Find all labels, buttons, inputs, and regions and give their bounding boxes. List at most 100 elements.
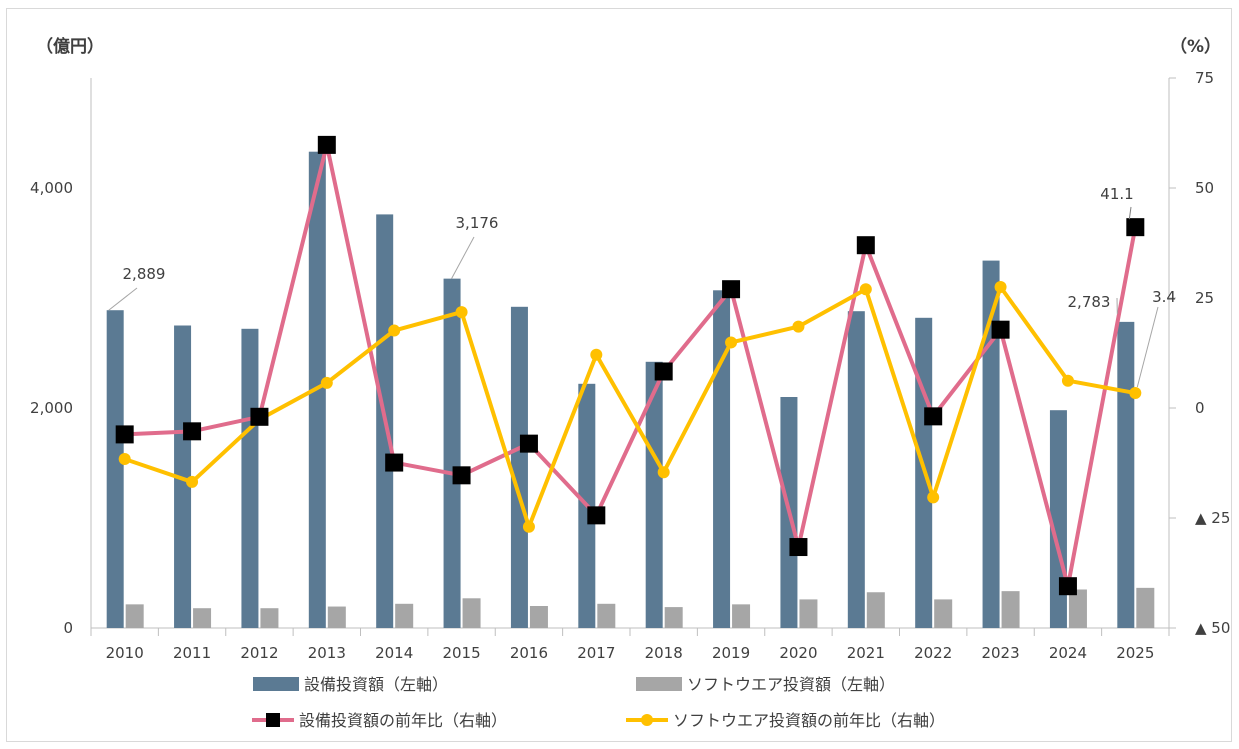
right-axis-tick-label: 50	[1195, 179, 1214, 197]
right-axis-tick-label: ▲ 25	[1195, 509, 1230, 527]
data-label-leader	[1136, 306, 1159, 388]
x-axis-tick-label: 2022	[914, 644, 952, 662]
software-yoy-point	[388, 324, 401, 337]
x-axis-tick-label: 2016	[510, 644, 548, 662]
data-label-leader	[451, 236, 475, 279]
capex-yoy-point	[654, 362, 673, 381]
data-label: 2,889	[123, 265, 166, 283]
data-label-leader	[1128, 206, 1132, 220]
software-bar	[799, 599, 818, 628]
software-yoy-point	[590, 348, 603, 361]
software-bar	[395, 603, 414, 628]
software-bar	[462, 598, 481, 628]
data-label: 3,176	[456, 214, 499, 232]
data-label-leader	[108, 287, 138, 311]
capex-yoy-point	[924, 407, 943, 426]
capex-yoy-point	[452, 466, 471, 485]
software-bar	[1068, 589, 1087, 628]
capex-yoy-point	[722, 280, 741, 299]
left-axis-tick-label: 0	[63, 619, 73, 637]
legend-swatch	[253, 677, 299, 691]
legend-marker	[266, 713, 280, 727]
software-bar	[193, 608, 212, 628]
capex-yoy-point	[1126, 218, 1145, 237]
capex-yoy-point	[519, 434, 538, 453]
software-yoy-point	[1129, 387, 1142, 400]
software-yoy-point	[927, 491, 940, 504]
x-axis-tick-label: 2017	[577, 644, 615, 662]
software-bar	[1136, 587, 1155, 628]
software-bar	[732, 604, 751, 628]
x-axis-tick-label: 2013	[308, 644, 346, 662]
x-axis-tick-label: 2010	[106, 644, 144, 662]
x-axis-tick-label: 2025	[1116, 644, 1154, 662]
legend-marker	[641, 714, 653, 726]
left-axis-tick-label: 2,000	[30, 399, 73, 417]
capex-bar	[1049, 410, 1067, 628]
x-axis-tick-label: 2011	[173, 644, 211, 662]
software-yoy-point	[657, 466, 670, 479]
legend-label: 設備投資額（左軸）	[304, 675, 448, 694]
capex-yoy-line	[124, 142, 1138, 589]
capex-bar	[510, 306, 528, 628]
x-axis-tick-label: 2023	[981, 644, 1019, 662]
capex-bar	[982, 260, 1000, 628]
x-axis-tick-label: 2018	[645, 644, 683, 662]
capex-yoy-point	[856, 236, 875, 255]
data-label: 2,783	[1068, 293, 1111, 311]
x-axis-tick-label: 2015	[442, 644, 480, 662]
capex-yoy-point	[385, 453, 404, 472]
software-bar	[866, 592, 885, 628]
software-bar	[529, 606, 548, 628]
data-label: 41.1	[1100, 185, 1133, 203]
capex-bar	[713, 290, 731, 628]
software-yoy-point	[186, 475, 199, 488]
software-bar	[327, 606, 346, 628]
x-axis-tick-label: 2019	[712, 644, 750, 662]
left-axis-tick-label: 4,000	[30, 179, 73, 197]
software-bar	[934, 599, 953, 628]
capex-bar	[241, 328, 259, 628]
software-bar	[125, 604, 144, 628]
capex-bar	[1117, 321, 1135, 628]
software-bar	[1001, 591, 1020, 628]
x-axis-tick-label: 2024	[1049, 644, 1087, 662]
x-axis-tick-label: 2020	[779, 644, 817, 662]
data-label: 3.4	[1152, 288, 1176, 306]
capex-yoy-point	[183, 422, 202, 441]
software-yoy-point	[725, 336, 738, 349]
software-yoy-point	[994, 281, 1007, 293]
software-yoy-point	[455, 306, 468, 319]
right-axis-tick-label: 25	[1195, 289, 1214, 307]
right-axis-tick-label: 75	[1195, 69, 1214, 87]
legend-label: 設備投資額の前年比（右軸）	[299, 711, 507, 730]
software-yoy-point	[859, 283, 872, 296]
right-axis-tick-label: ▲ 50	[1195, 619, 1230, 637]
right-axis-tick-label: 0	[1195, 399, 1205, 417]
software-yoy-point	[1061, 374, 1074, 387]
software-yoy-point	[118, 453, 131, 466]
capex-yoy-point	[250, 407, 269, 426]
software-yoy-point	[522, 520, 535, 533]
software-bar	[260, 608, 279, 628]
legend-swatch	[636, 677, 682, 691]
software-yoy-line	[124, 285, 1136, 529]
x-axis-tick-label: 2014	[375, 644, 413, 662]
legend-label: ソフトウエア投資額（左軸）	[687, 675, 895, 694]
left-axis-unit: （億円）	[36, 36, 104, 57]
capex-bar	[106, 310, 124, 628]
x-axis-tick-label: 2021	[847, 644, 885, 662]
capex-yoy-point	[1058, 577, 1077, 596]
capex-yoy-point	[115, 425, 134, 444]
software-bar	[664, 607, 683, 628]
capex-yoy-point	[587, 506, 606, 525]
right-axis-unit: （%）	[1170, 36, 1221, 57]
x-axis-tick-label: 2012	[240, 644, 278, 662]
software-yoy-point	[792, 320, 805, 333]
capex-bar	[847, 311, 865, 628]
software-bar	[597, 603, 616, 628]
capex-yoy-point	[789, 538, 808, 557]
capex-bar	[645, 361, 663, 628]
capex-bar	[443, 278, 461, 628]
